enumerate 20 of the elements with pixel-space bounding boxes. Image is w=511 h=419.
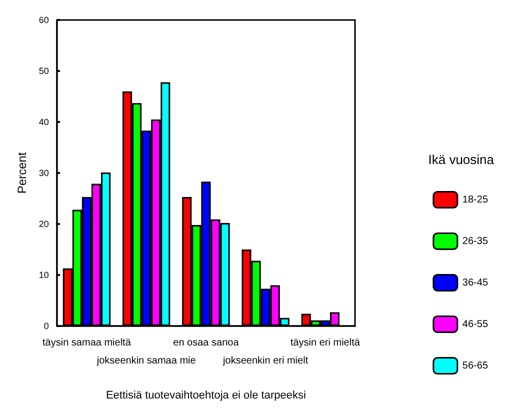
y-tick-label: 60 (38, 15, 49, 25)
x-tick-label: jokseenkin samaa mie (96, 356, 196, 366)
legend-label: 36-45 (462, 277, 488, 288)
y-tick-label: 10 (38, 270, 49, 280)
x-tick-label: jokseenkin eri mielt (222, 356, 308, 366)
legend-label: 46-55 (462, 318, 488, 330)
y-tick-label: 30 (38, 168, 49, 178)
y-tick-label: 0 (44, 321, 49, 331)
y-tick-label: 50 (38, 66, 49, 76)
y-tick-label: 20 (38, 219, 49, 229)
y-tick-label: 40 (38, 117, 49, 127)
x-tick-label: täysin eri mieltä (290, 338, 360, 348)
x-axis-title: Eettisiä tuotevaihtoehtoja ei ole tarpeeksi (106, 390, 306, 402)
legend-label: 26-35 (462, 236, 488, 247)
legend-label: 18-25 (462, 194, 488, 206)
legend-title: Ikä vuosina (428, 152, 495, 167)
legend-label: 56-65 (462, 360, 488, 372)
x-tick-label: täysin samaa mieltä (42, 338, 132, 348)
y-axis-title: Percent (15, 152, 29, 194)
x-tick-label: en osaa sanoa (173, 338, 240, 348)
